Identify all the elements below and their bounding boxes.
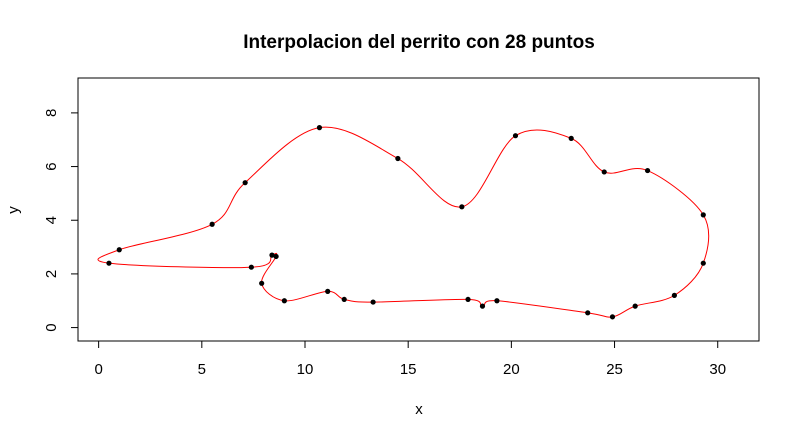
data-point	[242, 180, 248, 186]
data-point	[632, 303, 638, 309]
y-tick-label: 0	[43, 323, 60, 331]
x-tick-label: 20	[503, 361, 520, 378]
data-point	[494, 298, 500, 304]
data-point	[585, 310, 591, 316]
data-point	[259, 280, 265, 286]
x-tick-label: 15	[400, 361, 417, 378]
data-point	[479, 303, 486, 309]
y-axis-label: y	[5, 206, 22, 214]
x-tick-label: 0	[94, 361, 102, 378]
data-point	[116, 247, 122, 253]
x-tick-label: 5	[198, 361, 206, 378]
data-point	[601, 169, 607, 175]
data-point	[325, 288, 331, 294]
data-point	[248, 264, 254, 270]
data-point	[269, 252, 275, 258]
data-point	[106, 260, 112, 266]
data-point	[568, 135, 574, 141]
x-tick-label: 10	[297, 361, 314, 378]
data-point	[512, 133, 519, 139]
data-point	[370, 299, 376, 305]
data-point	[273, 253, 279, 260]
x-axis: 0 5 10 15 20 25 30	[94, 340, 726, 378]
data-point	[465, 296, 471, 303]
data-point	[395, 155, 401, 162]
data-point	[316, 125, 323, 131]
data-point	[341, 296, 347, 303]
x-tick-label: 30	[709, 361, 726, 378]
data-point	[700, 212, 706, 218]
data-point	[209, 221, 215, 227]
data-point	[671, 292, 677, 298]
x-axis-label: x	[415, 401, 423, 418]
data-point	[609, 314, 616, 320]
data-point	[459, 204, 465, 210]
y-tick-label: 6	[43, 162, 60, 170]
x-tick-label: 25	[606, 361, 623, 378]
y-tick-label: 8	[43, 109, 60, 117]
data-point	[281, 298, 287, 304]
y-axis: 0 2 4 6 8	[43, 109, 79, 332]
y-tick-label: 2	[43, 270, 60, 278]
data-point	[644, 167, 651, 174]
y-tick-label: 4	[43, 216, 60, 224]
data-points	[106, 125, 706, 320]
chart-title: Interpolacion del perrito con 28 puntos	[243, 32, 595, 53]
interpolation-curve	[97, 126, 710, 318]
data-point	[700, 260, 706, 266]
